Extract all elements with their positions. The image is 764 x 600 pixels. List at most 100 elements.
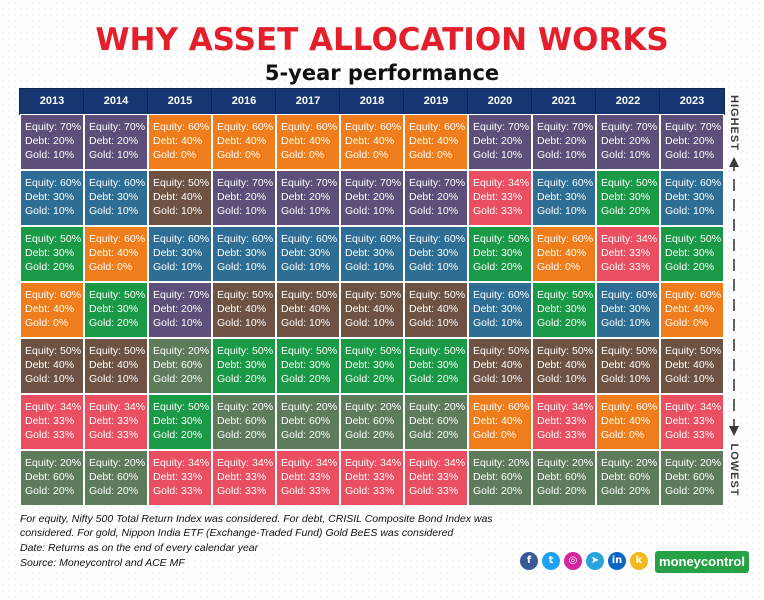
allocation-cell: Equity: 50% Debt: 30% Gold: 20%: [212, 338, 276, 394]
allocation-line: Equity: 50%: [409, 345, 466, 357]
allocation-line: Gold: 10%: [25, 149, 75, 161]
allocation-line: Equity: 60%: [537, 233, 594, 245]
allocation-line: Gold: 10%: [25, 205, 75, 217]
allocation-line: Gold: 33%: [25, 429, 75, 441]
allocation-line: Gold: 0%: [281, 149, 325, 161]
allocation-line: Equity: 20%: [217, 401, 274, 413]
allocation-cell: Equity: 50% Debt: 40% Gold: 10%: [212, 282, 276, 338]
allocation-line: Debt: 33%: [153, 471, 203, 483]
linkedin-icon[interactable]: in: [608, 552, 626, 570]
allocation-line: Equity: 70%: [345, 177, 402, 189]
allocation-line: Equity: 50%: [537, 289, 594, 301]
allocation-line: Gold: 20%: [601, 205, 651, 217]
allocation-line: Equity: 50%: [217, 289, 274, 301]
allocation-cell: Equity: 20% Debt: 60% Gold: 20%: [660, 450, 724, 506]
allocation-line: Debt: 60%: [25, 471, 75, 483]
allocation-line: Equity: 34%: [153, 457, 210, 469]
allocation-line: Debt: 40%: [153, 135, 203, 147]
allocation-cell: Equity: 60% Debt: 40% Gold: 0%: [276, 114, 340, 170]
allocation-line: Debt: 30%: [281, 247, 331, 259]
allocation-line: Gold: 33%: [601, 261, 651, 273]
allocation-cell: Equity: 50% Debt: 40% Gold: 10%: [660, 338, 724, 394]
moneycontrol-logo: moneycontrol: [655, 551, 749, 573]
allocation-line: Gold: 10%: [473, 317, 523, 329]
allocation-line: Equity: 34%: [217, 457, 274, 469]
allocation-line: Equity: 50%: [409, 289, 466, 301]
allocation-line: Gold: 10%: [345, 261, 395, 273]
allocation-line: Debt: 30%: [89, 191, 139, 203]
allocation-line: Gold: 20%: [409, 373, 459, 385]
instagram-icon[interactable]: ◎: [564, 552, 582, 570]
allocation-line: Equity: 20%: [345, 401, 402, 413]
allocation-line: Gold: 20%: [153, 373, 203, 385]
allocation-cell: Equity: 20% Debt: 60% Gold: 20%: [404, 394, 468, 450]
allocation-line: Equity: 60%: [409, 233, 466, 245]
allocation-line: Debt: 40%: [89, 247, 139, 259]
allocation-line: Gold: 10%: [89, 205, 139, 217]
allocation-cell: Equity: 60% Debt: 30% Gold: 10%: [20, 170, 84, 226]
allocation-line: Debt: 20%: [25, 135, 75, 147]
allocation-line: Debt: 40%: [409, 303, 459, 315]
facebook-icon[interactable]: f: [520, 552, 538, 570]
allocation-cell: Equity: 60% Debt: 30% Gold: 10%: [404, 226, 468, 282]
allocation-line: Gold: 10%: [281, 317, 331, 329]
allocation-cell: Equity: 70% Debt: 20% Gold: 10%: [20, 114, 84, 170]
allocation-line: Equity: 60%: [665, 177, 722, 189]
allocation-line: Equity: 20%: [665, 457, 722, 469]
allocation-line: Debt: 20%: [281, 191, 331, 203]
allocation-line: Equity: 70%: [537, 121, 594, 133]
footnote-indices: For equity, Nifty 500 Total Return Index…: [20, 513, 493, 539]
koo-icon[interactable]: k: [630, 552, 648, 570]
allocation-line: Debt: 60%: [281, 415, 331, 427]
allocation-line: Debt: 30%: [153, 415, 203, 427]
allocation-line: Gold: 10%: [153, 261, 203, 273]
allocation-line: Gold: 0%: [89, 261, 133, 273]
allocation-line: Debt: 20%: [153, 303, 203, 315]
allocation-line: Gold: 20%: [601, 485, 651, 497]
allocation-line: Debt: 60%: [537, 471, 587, 483]
allocation-line: Gold: 10%: [89, 373, 139, 385]
allocation-line: Equity: 50%: [25, 233, 82, 245]
allocation-line: Debt: 33%: [89, 415, 139, 427]
allocation-line: Debt: 30%: [281, 359, 331, 371]
allocation-line: Equity: 70%: [473, 121, 530, 133]
allocation-line: Equity: 50%: [665, 233, 722, 245]
footnote-date: Date: Returns as on the end of every cal…: [20, 542, 259, 554]
allocation-cell: Equity: 34% Debt: 33% Gold: 33%: [84, 394, 148, 450]
allocation-cell: Equity: 50% Debt: 30% Gold: 20%: [660, 226, 724, 282]
allocation-line: Debt: 40%: [25, 303, 75, 315]
allocation-line: Gold: 33%: [217, 485, 267, 497]
allocation-line: Gold: 20%: [217, 429, 267, 441]
telegram-icon[interactable]: ➤: [586, 552, 604, 570]
allocation-line: Debt: 30%: [537, 191, 587, 203]
allocation-line: Equity: 50%: [473, 233, 530, 245]
allocation-cell: Equity: 60% Debt: 40% Gold: 0%: [84, 226, 148, 282]
allocation-line: Debt: 33%: [409, 471, 459, 483]
allocation-line: Debt: 33%: [25, 415, 75, 427]
allocation-line: Debt: 20%: [89, 135, 139, 147]
year-header-2022: 2022: [595, 88, 661, 115]
allocation-line: Debt: 60%: [601, 471, 651, 483]
allocation-line: Equity: 60%: [25, 177, 82, 189]
twitter-icon[interactable]: t: [542, 552, 560, 570]
allocation-line: Equity: 50%: [281, 345, 338, 357]
allocation-line: Equity: 50%: [601, 177, 658, 189]
allocation-line: Gold: 0%: [25, 317, 69, 329]
allocation-line: Gold: 20%: [665, 485, 715, 497]
allocation-line: Equity: 60%: [409, 121, 466, 133]
allocation-line: Debt: 33%: [281, 471, 331, 483]
allocation-line: Gold: 10%: [665, 149, 715, 161]
allocation-line: Gold: 10%: [217, 317, 267, 329]
allocation-line: Equity: 50%: [665, 345, 722, 357]
allocation-line: Gold: 33%: [665, 429, 715, 441]
allocation-line: Gold: 33%: [89, 429, 139, 441]
allocation-line: Debt: 60%: [217, 415, 267, 427]
allocation-line: Equity: 20%: [473, 457, 530, 469]
allocation-line: Equity: 60%: [473, 289, 530, 301]
allocation-line: Equity: 60%: [153, 121, 210, 133]
allocation-cell: Equity: 34% Debt: 33% Gold: 33%: [532, 394, 596, 450]
allocation-line: Gold: 0%: [217, 149, 261, 161]
allocation-line: Debt: 30%: [409, 359, 459, 371]
allocation-line: Gold: 20%: [281, 429, 331, 441]
allocation-line: Equity: 50%: [537, 345, 594, 357]
